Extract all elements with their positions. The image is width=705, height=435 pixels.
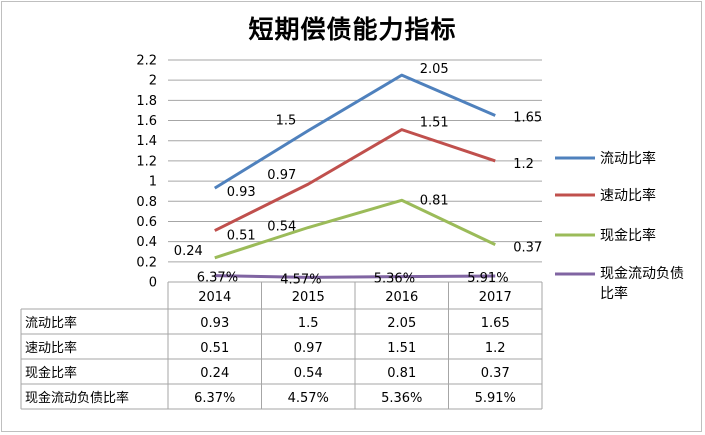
chart-title: 短期偿债能力指标	[248, 15, 457, 44]
table-cell-value: 4.57%	[288, 391, 329, 406]
data-label: 0.51	[227, 229, 256, 244]
table-cell-value: 5.91%	[475, 391, 516, 406]
data-label: 1.51	[420, 116, 449, 131]
series-line	[214, 274, 496, 279]
data-label: 4.57%	[280, 272, 321, 287]
y-tick-label: 0.6	[136, 215, 157, 230]
table-cell-value: 6.37%	[194, 391, 235, 406]
x-category-label: 2016	[385, 290, 418, 305]
table-cell-value: 0.54	[294, 366, 323, 381]
data-label: 1.5	[276, 114, 297, 129]
table-series-name: 现金流动负债比率	[25, 390, 129, 406]
data-label: 0.93	[227, 185, 256, 200]
series-line	[213, 73, 496, 190]
data-label: 5.91%	[467, 271, 508, 286]
y-tick-label: 1.4	[136, 134, 157, 149]
table-series-name: 流动比率	[25, 315, 77, 331]
data-label: 0.24	[174, 244, 203, 259]
legend-label: 流动比率	[600, 150, 656, 167]
y-tick-label: 0.2	[136, 255, 157, 270]
y-tick-label: 1.8	[136, 94, 157, 109]
table-cell-value: 1.5	[298, 316, 319, 331]
table-cell-value: 0.24	[200, 366, 229, 381]
table-cell-value: 1.65	[481, 316, 510, 331]
table-series-name: 速动比率	[25, 340, 77, 356]
data-label: 2.05	[420, 62, 449, 77]
table-cell-value: 0.81	[387, 366, 416, 381]
data-label: 5.36%	[374, 272, 415, 287]
y-tick-label: 2.2	[136, 54, 157, 69]
y-tick-label: 1.2	[136, 154, 157, 169]
table-cell-value: 2.05	[387, 316, 416, 331]
legend-label: 速动比率	[600, 187, 656, 204]
legend-label: 现金比率	[600, 227, 656, 244]
y-tick-label: 0.8	[136, 195, 157, 210]
y-tick-label: 0	[149, 276, 157, 291]
x-category-label: 2017	[479, 290, 512, 305]
table-cell-value: 5.36%	[381, 391, 422, 406]
data-label: 0.54	[267, 220, 296, 235]
x-category-label: 2015	[292, 290, 325, 305]
y-tick-label: 1	[149, 175, 157, 190]
data-label: 0.81	[420, 193, 449, 208]
table-cell-value: 1.51	[387, 341, 416, 356]
y-tick-label: 2	[149, 74, 157, 89]
table-cell-value: 0.51	[200, 341, 229, 356]
y-tick-label: 1.6	[136, 114, 157, 129]
data-label: 0.97	[267, 168, 296, 183]
data-label: 1.2	[513, 157, 534, 172]
table-cell-value: 0.37	[481, 366, 510, 381]
y-tick-label: 0.4	[136, 235, 157, 250]
table-cell-value: 1.2	[485, 341, 506, 356]
x-category-label: 2014	[198, 290, 231, 305]
table-cell-value: 0.97	[294, 341, 323, 356]
table-cell-value: 0.93	[200, 316, 229, 331]
series-line	[214, 198, 496, 260]
table-series-name: 现金比率	[25, 365, 77, 381]
data-label: 6.37%	[197, 271, 238, 286]
legend-label-line1: 现金流动负债	[600, 266, 684, 282]
data-label: 0.37	[513, 241, 542, 256]
legend-label-line2: 比率	[600, 285, 628, 302]
series-line	[214, 128, 496, 232]
data-label: 1.65	[513, 111, 542, 126]
